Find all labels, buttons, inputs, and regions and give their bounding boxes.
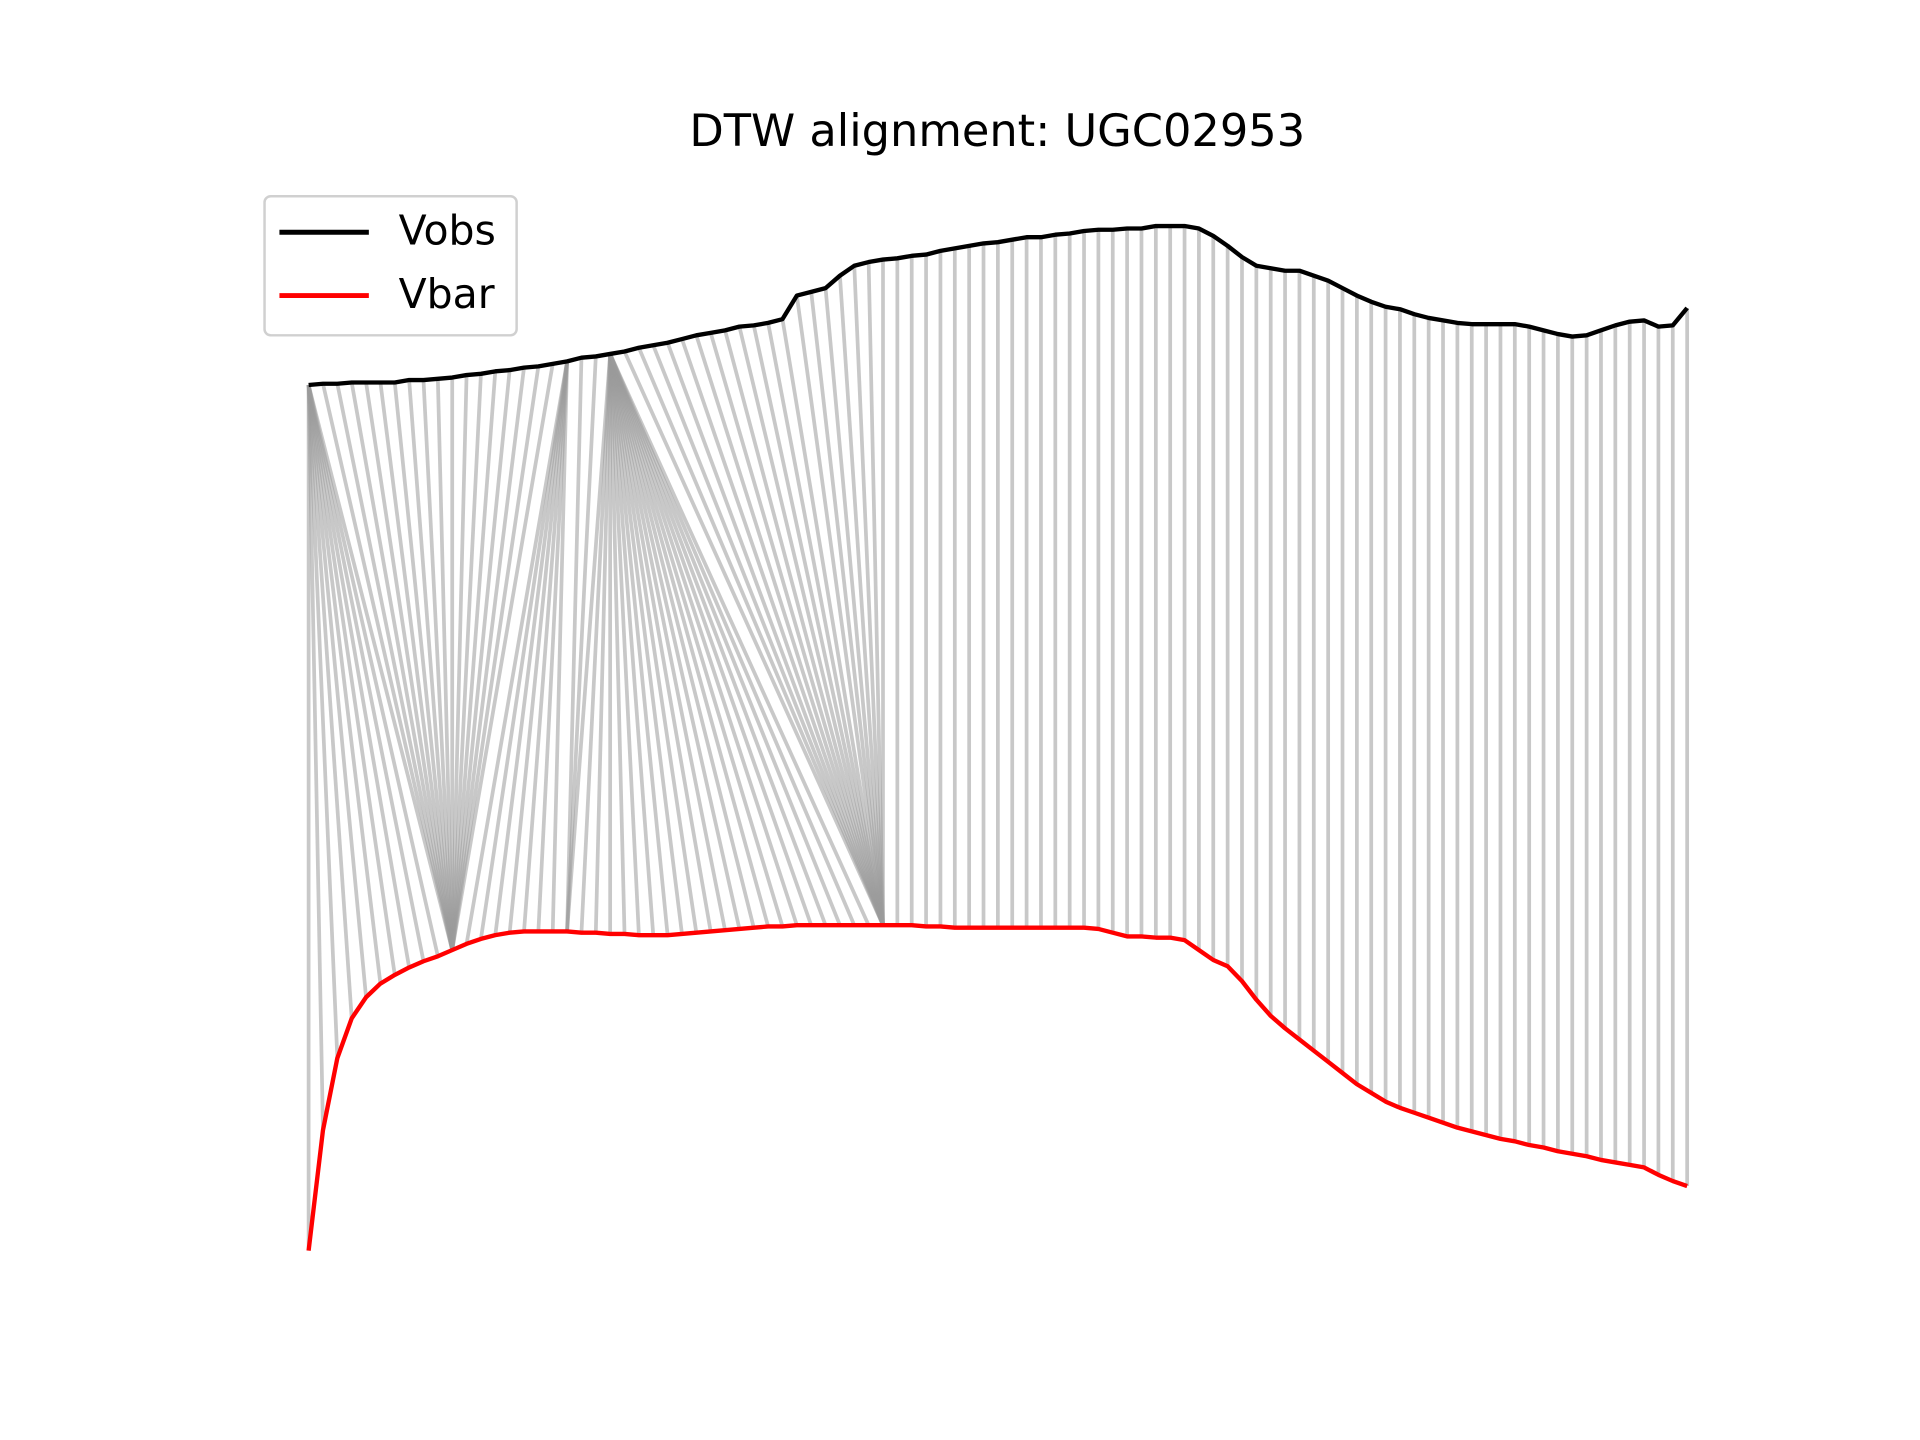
alignment-line	[608, 353, 770, 927]
series-line	[308, 223, 1689, 388]
series-line	[306, 923, 1688, 1251]
alignment-line	[364, 382, 455, 951]
alignment-line	[608, 353, 684, 935]
alignment-line	[694, 334, 885, 926]
alignment-line	[608, 353, 713, 932]
alignment-line	[349, 382, 455, 951]
alignment-line	[565, 357, 584, 932]
alignment-line	[306, 384, 455, 951]
alignment-line	[450, 363, 555, 951]
alignment-line	[493, 361, 569, 936]
alignment-line	[321, 383, 455, 951]
alignment-line	[306, 384, 411, 968]
alignment-line	[780, 318, 885, 926]
alignment-line	[450, 373, 483, 951]
alignment-line	[435, 378, 455, 951]
alignment-line	[392, 382, 455, 951]
alignment-line	[608, 353, 871, 926]
alignment-line	[450, 375, 469, 951]
alignment-line	[665, 342, 885, 926]
alignment-line	[608, 353, 842, 926]
alignment-line	[507, 361, 569, 933]
alignment-line	[593, 353, 613, 933]
alignment-line	[637, 347, 885, 926]
alignment-line	[306, 384, 383, 984]
alignment-line	[608, 353, 699, 933]
alignment-line	[306, 384, 440, 957]
alignment-line	[608, 353, 856, 926]
alignment-line	[809, 291, 885, 926]
alignment-line	[766, 322, 885, 926]
alignment-line	[838, 275, 885, 926]
alignment-line	[579, 353, 613, 933]
alignment-line	[306, 384, 368, 998]
alignment-line	[565, 353, 613, 932]
alignment-line	[550, 361, 569, 932]
alignment-line	[306, 384, 354, 1019]
alignment-line	[823, 287, 885, 926]
alignment-line	[306, 384, 426, 962]
alignment-line	[608, 353, 641, 936]
alignment-line	[407, 379, 455, 951]
alignment-line	[565, 356, 598, 932]
alignment-line	[723, 329, 885, 926]
alignment-line	[608, 353, 799, 926]
alignment-line	[608, 353, 813, 926]
alignment-line	[608, 353, 785, 928]
legend-label: Vobs	[399, 206, 496, 254]
alignment-line	[479, 361, 569, 940]
alignment-line	[450, 367, 526, 951]
alignment-line	[737, 326, 885, 926]
alignment-line	[794, 295, 885, 926]
chart-title: DTW alignment: UGC02953	[689, 105, 1305, 157]
alignment-line	[751, 324, 885, 926]
alignment-line	[378, 382, 455, 951]
alignment-line	[608, 353, 828, 926]
alignment-line	[450, 369, 512, 951]
alignment-line	[708, 332, 885, 926]
alignment-line	[306, 384, 397, 976]
alignment-line	[306, 384, 340, 1059]
alignment-line	[608, 353, 727, 931]
alignment-line	[522, 361, 569, 932]
alignment-line	[608, 353, 670, 936]
alignment-line	[536, 361, 569, 932]
alignment-line	[852, 265, 885, 926]
alignment-line	[421, 379, 455, 951]
alignment-line	[866, 262, 885, 926]
alignment-line	[335, 383, 455, 951]
alignment-line	[608, 353, 656, 936]
alignment-line	[680, 338, 885, 926]
alignment-line	[608, 353, 742, 930]
legend-label: Vbar	[399, 270, 495, 318]
alignment-line	[450, 366, 541, 951]
alignment-line	[306, 384, 325, 1131]
alignment-line	[622, 350, 885, 926]
alignment-line	[608, 353, 756, 929]
alignment-line	[608, 353, 627, 934]
alignment-line	[651, 344, 885, 926]
alignment-line	[464, 361, 569, 945]
alignment-lines	[306, 226, 1690, 1251]
alignment-line	[450, 371, 498, 951]
